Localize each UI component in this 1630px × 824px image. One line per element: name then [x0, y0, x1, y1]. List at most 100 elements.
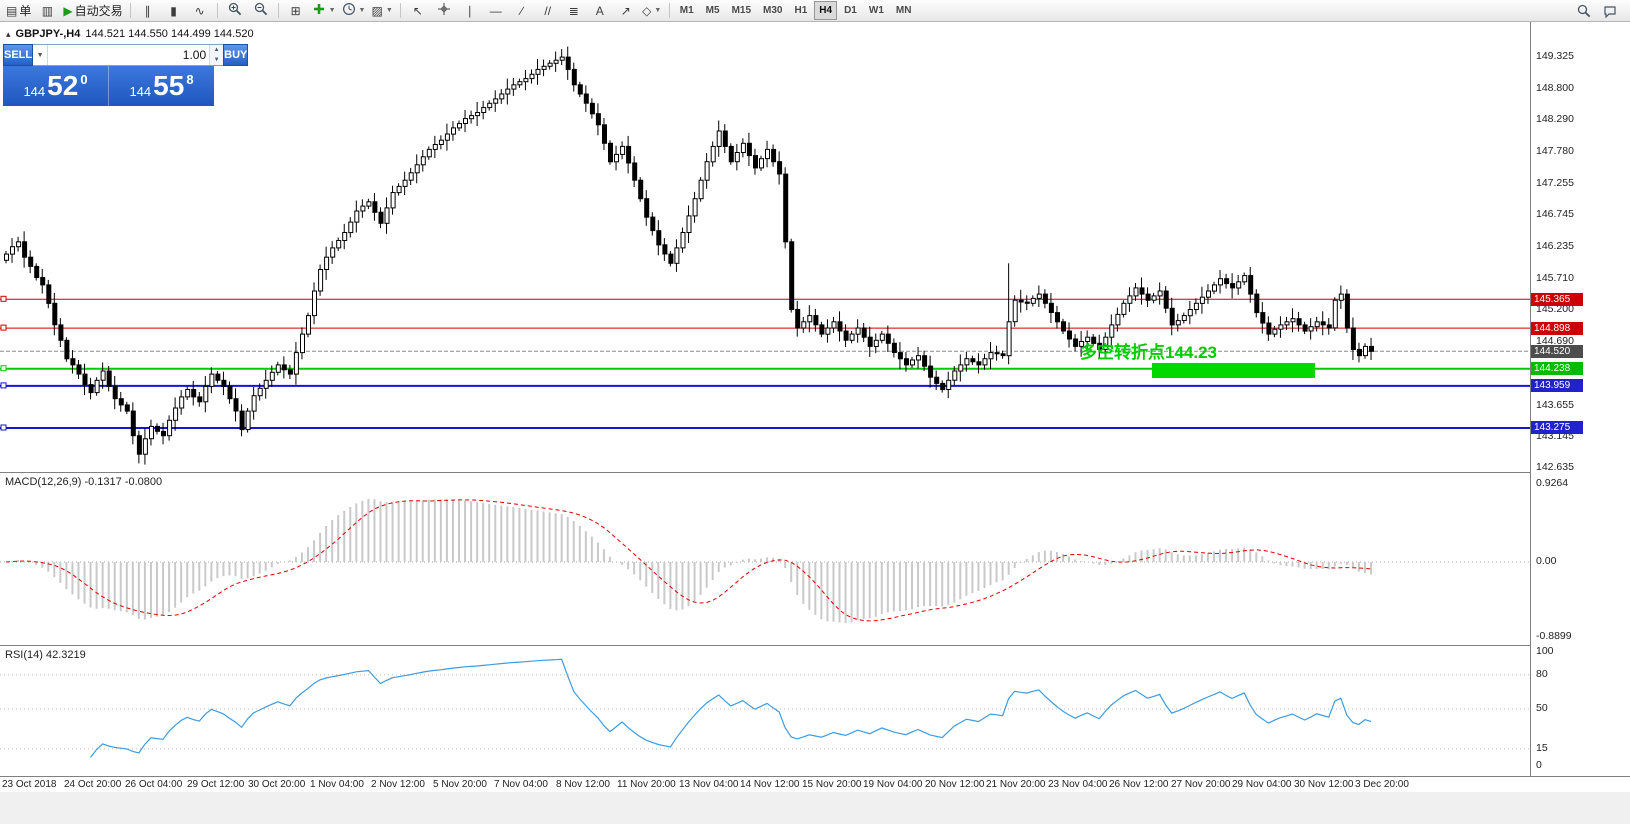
price-axis[interactable]: 149.325 148.800 148.290 147.780 147.255 146.7… — [1530, 22, 1630, 776]
chart-window-button[interactable]: ▥ — [34, 1, 60, 21]
new-order-icon: ▤ — [6, 3, 18, 18]
timeframe-m15-button[interactable]: M15 — [731, 5, 752, 16]
price-axis-label: 142.635 — [1536, 461, 1574, 474]
tile-windows-button[interactable]: ⊞ — [283, 1, 309, 21]
time-axis-label: 5 Nov 20:00 — [433, 779, 487, 790]
line-chart-button[interactable]: ∿ — [187, 1, 213, 21]
rsi-panel[interactable]: RSI(14) 42.3219 — [0, 645, 1530, 776]
buy-price-big: 55 — [153, 70, 185, 101]
time-axis-label: 30 Nov 12:00 — [1294, 779, 1354, 790]
time-axis-label: 23 Oct 2018 — [2, 779, 57, 790]
rsi-axis-label: 100 — [1536, 645, 1554, 657]
sell-price-panel[interactable]: 144 52 0 — [3, 66, 108, 106]
add-indicator-button[interactable]: ▼ — [309, 1, 339, 21]
toolbar-separator — [129, 3, 131, 18]
zoom-in-button[interactable] — [222, 1, 248, 21]
text-button[interactable]: A — [587, 1, 613, 21]
vertical-line-button[interactable]: ∣ — [457, 1, 483, 21]
candles — [4, 46, 1374, 465]
dropdown-caret-icon: ▼ — [328, 7, 336, 14]
time-axis-label: 23 Nov 04:00 — [1048, 779, 1108, 790]
zoom-out-button[interactable] — [248, 1, 274, 21]
volume-down-button[interactable]: ▼ — [210, 55, 224, 65]
time-axis[interactable]: 23 Oct 2018 24 Oct 20:00 26 Oct 04:00 29 Oc… — [0, 776, 1630, 792]
timeframe-w1-button[interactable]: W1 — [868, 5, 884, 16]
periods-button[interactable]: ▼ — [339, 1, 369, 21]
timeframe-d1-button[interactable]: D1 — [844, 5, 857, 16]
channel-icon: // — [544, 3, 552, 18]
volume-dropdown[interactable]: ▼ — [33, 45, 49, 65]
templates-icon: ▨ — [371, 3, 383, 18]
horizontal-line-button[interactable]: ― — [483, 1, 509, 21]
add-indicator-icon — [312, 2, 326, 19]
rsi-chart[interactable] — [0, 646, 1530, 776]
buy-price-prefix: 144 — [129, 84, 152, 99]
macd-axis-label: -0.8899 — [1536, 629, 1572, 642]
time-axis-label: 1 Nov 04:00 — [310, 779, 364, 790]
toolbar-separator — [668, 3, 670, 18]
sell-price-pip: 0 — [80, 72, 88, 87]
timeframe-h1-button[interactable]: H1 — [794, 5, 808, 16]
rsi-axis-label: 15 — [1536, 741, 1548, 754]
chat-button[interactable] — [1597, 1, 1623, 21]
price-tag: 143.959 — [1531, 379, 1583, 392]
time-axis-label: 30 Oct 20:00 — [248, 779, 306, 790]
buy-price-pip: 8 — [186, 72, 194, 87]
periods-icon — [342, 2, 356, 19]
toolbar-separator — [399, 3, 401, 18]
vertical-line-icon: ∣ — [466, 3, 473, 18]
rsi-label: RSI(14) 42.3219 — [5, 649, 86, 661]
macd-chart[interactable] — [0, 473, 1530, 645]
time-axis-label: 29 Oct 12:00 — [187, 779, 245, 790]
new-order-button[interactable]: ▤ 单 — [3, 1, 34, 21]
volume-input[interactable] — [48, 45, 210, 65]
autotrading-button[interactable]: ▶ 自动交易 — [60, 1, 125, 21]
price-axis-label: 148.800 — [1536, 81, 1574, 94]
crosshair-button[interactable] — [431, 1, 457, 21]
fibonacci-button[interactable]: ≣ — [561, 1, 587, 21]
zoom-in-icon — [228, 2, 242, 19]
channel-button[interactable]: // — [535, 1, 561, 21]
time-axis-label: 21 Nov 20:00 — [986, 779, 1046, 790]
timeframe-m30-button[interactable]: M30 — [763, 5, 783, 16]
trendline-button[interactable]: ∕ — [509, 1, 535, 21]
cursor-icon: ↖ — [412, 3, 423, 18]
fibonacci-icon: ≣ — [568, 3, 579, 18]
timeframe-mn-button[interactable]: MN — [895, 5, 912, 16]
macd-panel[interactable]: MACD(12,26,9) -0.1317 -0.0800 — [0, 472, 1530, 645]
volume-up-button[interactable]: ▲ — [210, 45, 224, 55]
price-chart-panel[interactable]: 多空转折点144.23 ▴ GBPJPY-,H4 144.521 144.550… — [0, 22, 1530, 472]
bar-chart-button[interactable]: ∥ — [135, 1, 161, 21]
macd-axis-label: 0.00 — [1536, 555, 1557, 567]
price-tag: 145.365 — [1531, 293, 1583, 306]
arrow-label-icon: ↗ — [620, 3, 631, 18]
candlestick-chart-button[interactable]: ▮ — [161, 1, 187, 21]
timeframe-h4-button[interactable]: H4 — [814, 1, 838, 20]
chart-window-icon: ▥ — [41, 3, 54, 18]
price-axis-label: 143.655 — [1536, 398, 1574, 411]
arrow-label-button[interactable]: ↗ — [613, 1, 639, 21]
time-axis-label: 20 Nov 12:00 — [925, 779, 985, 790]
shapes-button[interactable]: ◇ ▼ — [639, 1, 665, 21]
price-tag: 144.520 — [1531, 345, 1583, 358]
timeframe-m5-button[interactable]: M5 — [705, 5, 720, 16]
time-axis-label: 26 Nov 12:00 — [1109, 779, 1169, 790]
time-axis-label: 13 Nov 04:00 — [679, 779, 739, 790]
price-axis-label: 145.710 — [1536, 272, 1574, 285]
price-chart[interactable]: 多空转折点144.23 — [0, 22, 1530, 472]
candlestick-chart-icon: ▮ — [170, 3, 177, 18]
macd-label: MACD(12,26,9) -0.1317 -0.0800 — [5, 476, 163, 488]
time-axis-label: 27 Nov 20:00 — [1171, 779, 1231, 790]
chart-title: ▴ GBPJPY-,H4 144.521 144.550 144.499 144… — [6, 28, 254, 40]
buy-button[interactable]: BUY — [223, 44, 249, 66]
templates-button[interactable]: ▨ ▼ — [368, 1, 395, 21]
collapse-icon[interactable]: ▴ — [6, 28, 11, 39]
sell-price-big: 52 — [47, 70, 79, 101]
sell-button[interactable]: SELL — [3, 44, 34, 66]
buy-price-panel[interactable]: 144 55 8 — [108, 66, 214, 106]
search-button[interactable] — [1571, 1, 1597, 21]
time-axis-label: 26 Oct 04:00 — [125, 779, 183, 790]
macd-histogram — [11, 498, 1373, 624]
cursor-button[interactable]: ↖ — [405, 1, 431, 21]
timeframe-m1-button[interactable]: M1 — [679, 5, 694, 16]
